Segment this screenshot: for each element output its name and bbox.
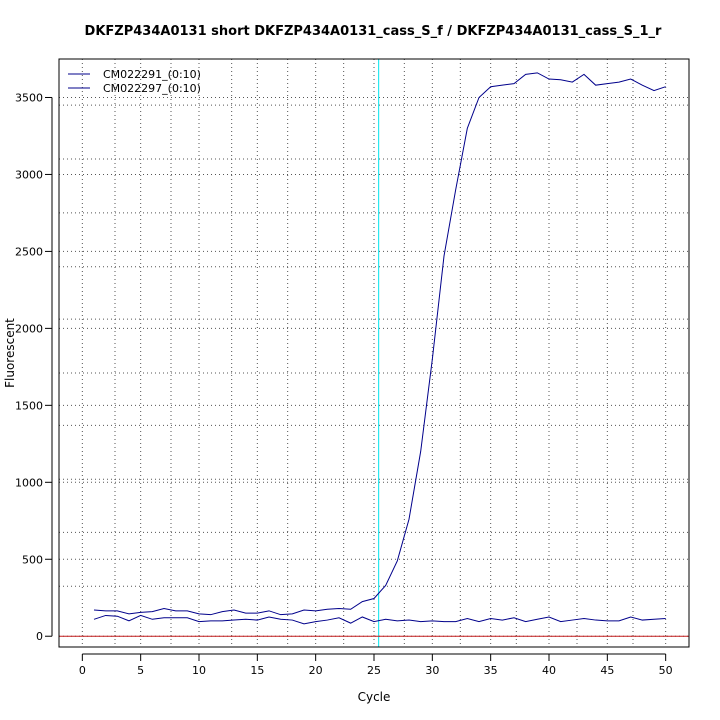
grid [59, 59, 689, 647]
x-tick-label: 20 [309, 664, 323, 677]
y-tick-label: 0 [36, 630, 43, 643]
legend-label: CM022291_(0:10) [103, 68, 201, 81]
x-tick-label: 45 [600, 664, 614, 677]
x-tick-label: 5 [137, 664, 144, 677]
legend-label: CM022297_(0:10) [103, 82, 201, 95]
y-tick-label: 500 [22, 553, 43, 566]
y-tick-label: 2000 [15, 322, 43, 335]
x-tick-label: 40 [542, 664, 556, 677]
x-tick-label: 15 [250, 664, 264, 677]
x-tick-label: 50 [659, 664, 673, 677]
y-tick-label: 3500 [15, 91, 43, 104]
y-axis: 0 500 1000 1500 2000 2500 3000 3500 [15, 91, 53, 643]
series-line-2 [93, 614, 666, 625]
x-tick-label: 30 [425, 664, 439, 677]
x-tick-label: 10 [192, 664, 206, 677]
series-group [93, 72, 666, 625]
x-tick-label: 25 [367, 664, 381, 677]
x-axis-label: Cycle [358, 690, 391, 704]
y-tick-label: 2500 [15, 245, 43, 258]
x-axis: 0 5 10 15 20 25 30 35 40 45 50 [79, 653, 673, 677]
y-tick-label: 3000 [15, 168, 43, 181]
chart-title: DKFZP434A0131 short DKFZP434A0131_cass_S… [85, 24, 662, 39]
series-line-1 [93, 72, 666, 616]
y-axis-label: Fluorescent [3, 318, 17, 388]
threshold-marks [59, 59, 689, 647]
plot-frame [58, 58, 690, 648]
legend: CM022291_(0:10)CM022297_(0:10) [68, 68, 201, 95]
x-tick-label: 0 [79, 664, 86, 677]
y-tick-label: 1000 [15, 476, 43, 489]
y-tick-label: 1500 [15, 399, 43, 412]
x-tick-label: 35 [484, 664, 498, 677]
